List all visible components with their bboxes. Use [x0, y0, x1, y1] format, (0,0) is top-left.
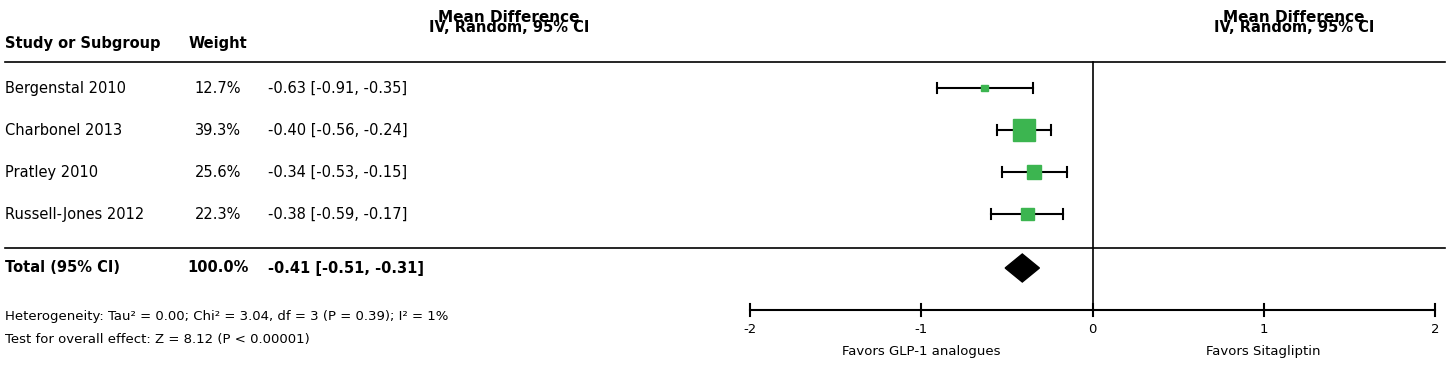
Text: 12.7%: 12.7%: [194, 80, 241, 96]
Text: Favors Sitagliptin: Favors Sitagliptin: [1207, 345, 1321, 358]
Text: Heterogeneity: Tau² = 0.00; Chi² = 3.04, df = 3 (P = 0.39); I² = 1%: Heterogeneity: Tau² = 0.00; Chi² = 3.04,…: [4, 310, 448, 323]
Bar: [1022, 208, 1033, 220]
Text: 22.3%: 22.3%: [194, 207, 241, 221]
Bar: [981, 85, 988, 91]
Text: -0.40 [-0.56, -0.24]: -0.40 [-0.56, -0.24]: [268, 123, 407, 138]
Text: -1: -1: [914, 323, 927, 336]
Text: Mean Difference: Mean Difference: [1223, 10, 1365, 25]
Text: -2: -2: [743, 323, 756, 336]
Text: Pratley 2010: Pratley 2010: [4, 165, 99, 180]
Text: -0.63 [-0.91, -0.35]: -0.63 [-0.91, -0.35]: [268, 80, 407, 96]
Text: -0.34 [-0.53, -0.15]: -0.34 [-0.53, -0.15]: [268, 165, 407, 180]
Text: 0: 0: [1088, 323, 1097, 336]
Text: -0.41 [-0.51, -0.31]: -0.41 [-0.51, -0.31]: [268, 261, 425, 276]
Text: 1: 1: [1259, 323, 1268, 336]
Text: Favors GLP-1 analogues: Favors GLP-1 analogues: [842, 345, 1000, 358]
Text: 2: 2: [1430, 323, 1439, 336]
Text: 25.6%: 25.6%: [194, 165, 241, 180]
Text: 100.0%: 100.0%: [187, 261, 249, 276]
Text: Study or Subgroup: Study or Subgroup: [4, 36, 161, 51]
Text: Total (95% CI): Total (95% CI): [4, 261, 120, 276]
Text: IV, Random, 95% CI: IV, Random, 95% CI: [1214, 20, 1374, 35]
Text: Bergenstal 2010: Bergenstal 2010: [4, 80, 126, 96]
Text: 39.3%: 39.3%: [196, 123, 241, 138]
Text: -0.38 [-0.59, -0.17]: -0.38 [-0.59, -0.17]: [268, 207, 407, 221]
Bar: [1027, 165, 1042, 179]
Text: Mean Difference: Mean Difference: [438, 10, 580, 25]
Text: Weight: Weight: [188, 36, 248, 51]
Bar: [1013, 119, 1035, 141]
Text: Test for overall effect: Z = 8.12 (P < 0.00001): Test for overall effect: Z = 8.12 (P < 0…: [4, 333, 310, 346]
Text: IV, Random, 95% CI: IV, Random, 95% CI: [429, 20, 590, 35]
Text: Russell-Jones 2012: Russell-Jones 2012: [4, 207, 145, 221]
Polygon shape: [1006, 254, 1039, 282]
Text: Charbonel 2013: Charbonel 2013: [4, 123, 122, 138]
